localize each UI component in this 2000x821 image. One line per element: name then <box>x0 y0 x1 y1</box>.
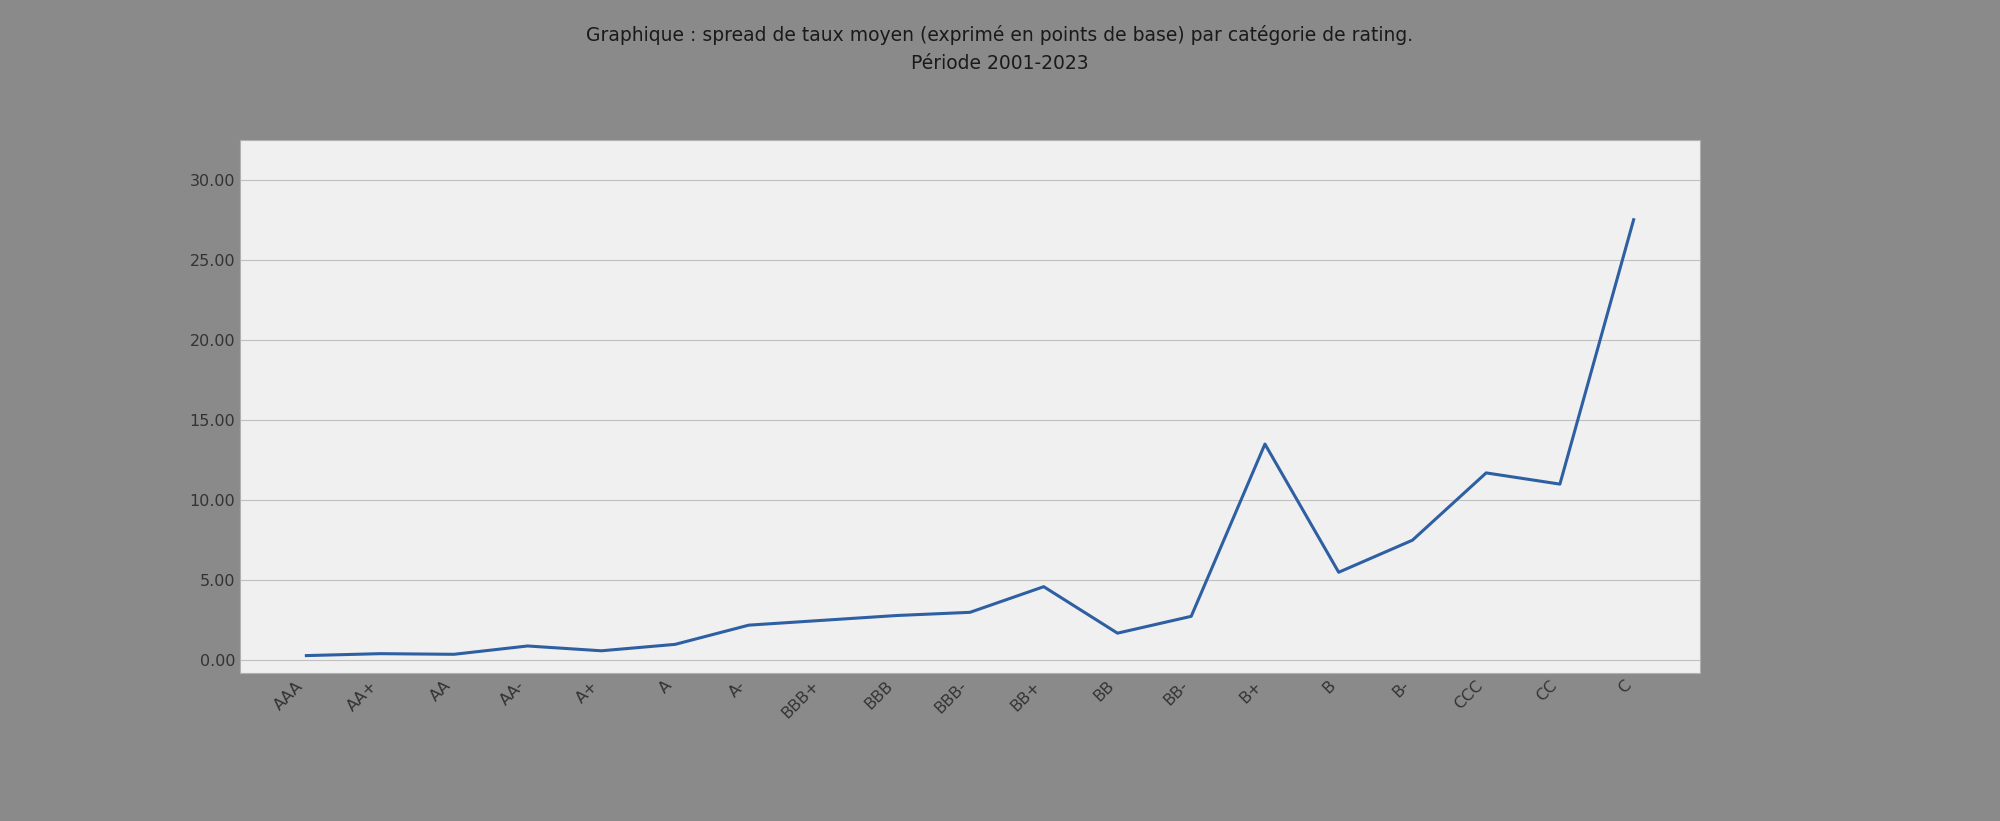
Text: Graphique : spread de taux moyen (exprimé en points de base) par catégorie de ra: Graphique : spread de taux moyen (exprim… <box>586 25 1414 72</box>
